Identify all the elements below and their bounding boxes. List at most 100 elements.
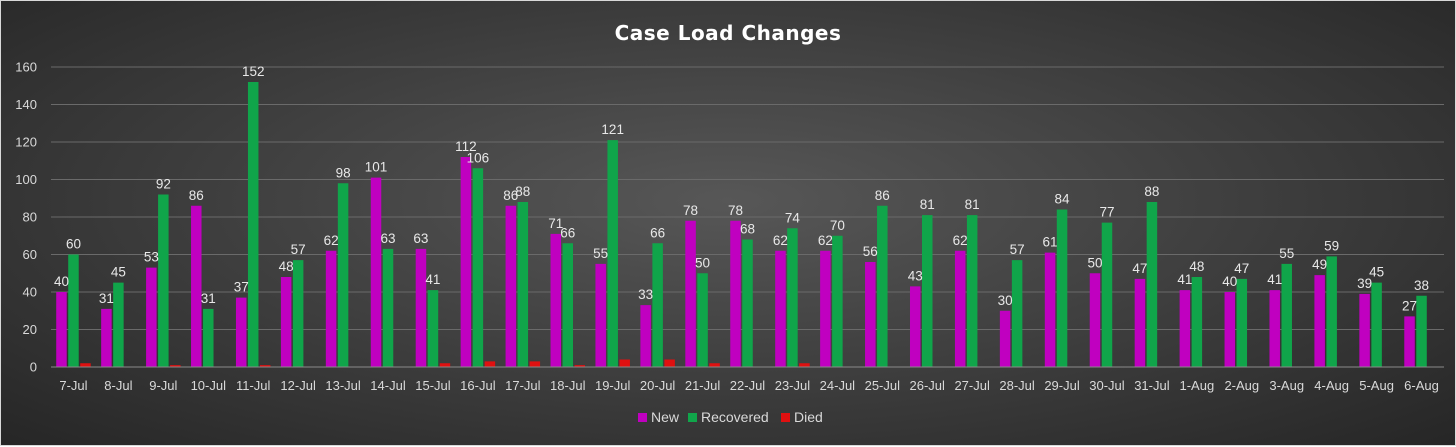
bar-recovered — [203, 308, 214, 367]
bar-new — [909, 286, 921, 367]
bar-recovered — [1191, 277, 1203, 367]
x-tick-label: 31-Jul — [1134, 378, 1170, 393]
data-label-recovered: 60 — [66, 237, 81, 252]
y-axis-ticks: 0 20 40 60 80 100 120 140 160 — [15, 60, 37, 375]
x-tick-label: 13-Jul — [325, 378, 361, 393]
bar-recovered — [68, 254, 79, 367]
bar-recovered — [158, 194, 169, 367]
bar-new — [1359, 293, 1370, 367]
bar-died — [170, 365, 181, 367]
data-label-new: 86 — [503, 188, 518, 203]
bar-recovered — [1281, 263, 1292, 367]
x-tick-label: 2-Aug — [1224, 378, 1259, 393]
bar-new — [1179, 290, 1191, 367]
data-label-recovered: 77 — [1099, 205, 1114, 220]
data-label-recovered: 45 — [1369, 265, 1384, 280]
x-tick-label: 24-Jul — [820, 378, 856, 393]
data-label-recovered: 92 — [156, 177, 171, 192]
data-label-recovered: 86 — [875, 188, 890, 203]
data-label-new: 62 — [953, 233, 968, 248]
bar-new — [101, 308, 112, 367]
data-label-recovered: 55 — [1279, 246, 1294, 261]
x-tick-label: 27-Jul — [954, 378, 990, 393]
x-tick-label: 3-Aug — [1269, 378, 1304, 393]
bar-recovered — [966, 215, 978, 367]
data-label-new: 71 — [548, 216, 563, 231]
data-label-recovered: 38 — [1414, 278, 1429, 293]
bar-recovered — [292, 260, 304, 367]
data-label-recovered: 84 — [1055, 192, 1071, 207]
data-label-new: 112 — [455, 139, 477, 154]
data-label-new: 41 — [1177, 272, 1192, 287]
bar-new — [550, 233, 562, 367]
data-label-new: 33 — [638, 287, 653, 302]
bar-died — [619, 359, 630, 367]
bar-new — [730, 220, 741, 367]
x-tick-label: 14-Jul — [370, 378, 406, 393]
data-label-recovered: 98 — [336, 165, 351, 180]
x-axis-ticks: 7-Jul 8-Jul 9-Jul 10-Jul 11-Jul 12-Jul 13-Jul 1… — [59, 378, 1439, 393]
bar-new — [505, 205, 517, 367]
legend-swatch-recovered — [688, 413, 697, 422]
data-label-new: 55 — [593, 246, 608, 261]
data-label-new: 31 — [99, 291, 114, 306]
x-tick-label: 18-Jul — [550, 378, 586, 393]
data-label-new: 49 — [1312, 257, 1327, 272]
x-tick-label: 29-Jul — [1044, 378, 1080, 393]
bar-new — [775, 250, 786, 367]
bar-recovered — [1371, 282, 1382, 367]
data-label-new: 48 — [279, 259, 294, 274]
y-tick-label: 20 — [23, 322, 37, 337]
bar-died — [529, 361, 541, 367]
bar-recovered — [1146, 202, 1158, 367]
legend-swatch-new — [638, 413, 647, 422]
bar-recovered — [921, 215, 933, 367]
x-tick-label: 23-Jul — [775, 378, 811, 393]
data-label-recovered: 59 — [1324, 238, 1339, 253]
data-label-new: 56 — [863, 244, 878, 259]
data-label-new: 101 — [365, 160, 388, 175]
x-tick-label: 4-Aug — [1314, 378, 1349, 393]
data-label-recovered: 68 — [740, 222, 755, 237]
data-label-new: 62 — [324, 233, 339, 248]
bar-new — [954, 250, 966, 367]
data-label-recovered: 81 — [920, 197, 935, 212]
bar-recovered — [427, 290, 439, 367]
data-label-new: 43 — [908, 268, 923, 283]
data-label-recovered: 57 — [291, 242, 306, 257]
data-label-recovered: 66 — [560, 225, 575, 240]
data-label-recovered: 63 — [381, 231, 396, 246]
data-label-recovered: 31 — [201, 291, 216, 306]
bar-new — [56, 292, 67, 367]
data-label-new: 37 — [234, 280, 249, 295]
y-tick-label: 100 — [15, 172, 37, 187]
x-tick-label: 10-Jul — [191, 378, 227, 393]
bar-new — [999, 310, 1011, 367]
legend-label-recovered: Recovered — [701, 409, 769, 425]
bar-died — [484, 361, 496, 367]
bar-recovered — [1326, 256, 1337, 367]
x-tick-label: 5-Aug — [1359, 378, 1394, 393]
y-tick-label: 140 — [15, 97, 37, 112]
x-tick-label: 1-Aug — [1180, 378, 1215, 393]
data-label-recovered: 47 — [1234, 261, 1249, 276]
data-label-recovered: 57 — [1010, 242, 1025, 257]
data-label-new: 41 — [1267, 272, 1282, 287]
data-label-new: 40 — [1222, 274, 1237, 289]
bar-new — [191, 205, 202, 367]
bar-new — [415, 248, 427, 367]
bar-new — [460, 157, 472, 367]
bar-recovered — [787, 228, 798, 367]
x-tick-label: 17-Jul — [505, 378, 541, 393]
data-label-new: 63 — [413, 231, 428, 246]
y-tick-label: 60 — [23, 247, 37, 262]
bar-new — [325, 250, 337, 367]
bar-recovered — [382, 248, 394, 367]
bar-recovered — [697, 273, 708, 367]
bar-recovered — [877, 205, 888, 367]
bar-died — [80, 363, 91, 367]
bar-new — [1089, 273, 1101, 367]
bar-recovered — [1101, 222, 1113, 367]
bar-recovered — [517, 202, 529, 367]
bar-recovered — [652, 243, 663, 367]
